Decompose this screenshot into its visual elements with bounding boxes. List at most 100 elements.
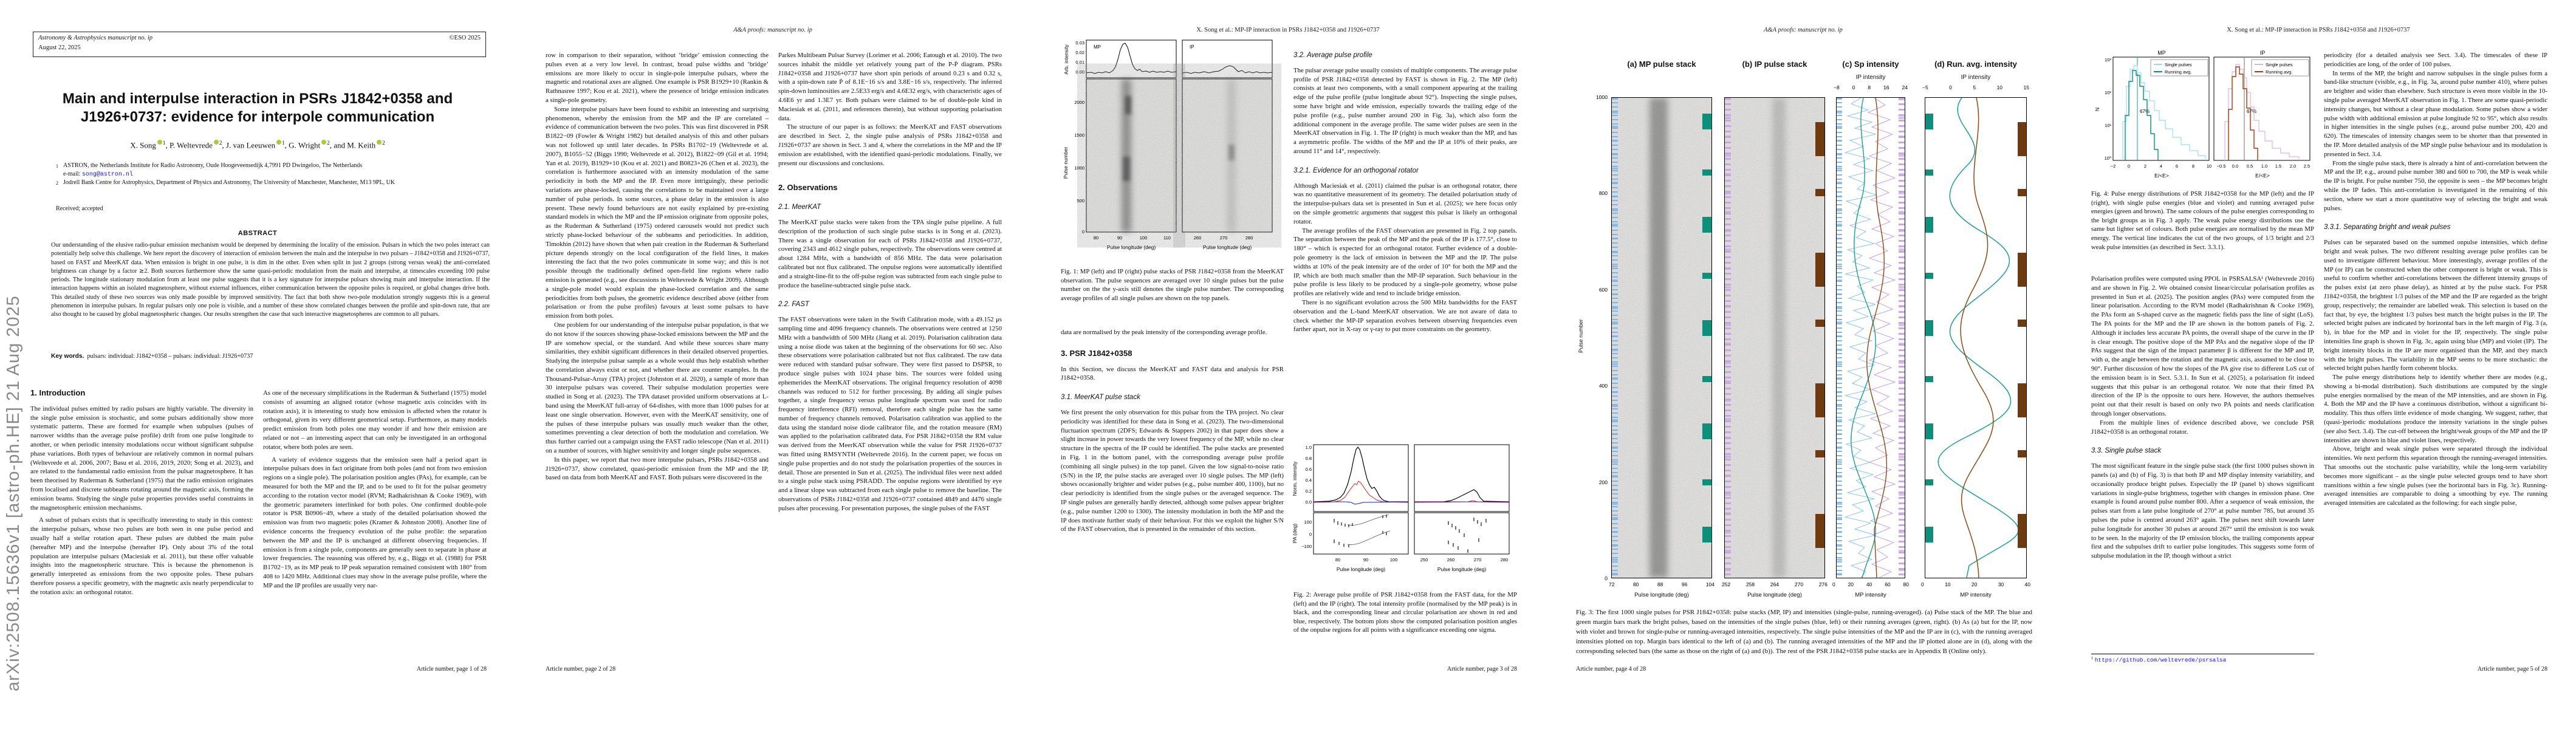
page-2: A&A proofs: manuscript no. ip row in com… [515,0,1030,729]
fig4-xtick: 0.0 [2232,163,2238,169]
fig2-ytick: 0.8 [1306,456,1312,461]
author-affnum: 2 [327,140,330,146]
keywords-label: Key words. [51,353,84,360]
fig1-ip-profile-curve [1182,65,1273,74]
paragraph: As one of the necessary simplifications … [263,389,487,451]
fig3-d-xlabel: MP intensity [1960,592,1992,598]
received-accepted: Received; accepted [56,205,103,212]
section-2-2-heading: 2.2. FAST [778,301,809,309]
manuscript-header-box: Astronomy & Astrophysics manuscript no. … [33,32,486,57]
fig3-b-violet-margin-bars [1725,98,1731,578]
fig4-legend-runavg: Running avg. [2266,69,2292,75]
fig2-ylabel-top: Norm. intensity [1292,461,1298,496]
footnote-link[interactable]: https://github.com/weltevrede/psrsalsa [2094,657,2227,664]
orcid-icon[interactable] [321,140,327,145]
fig4-mp-pct: 67% [2140,109,2150,114]
fig3-c-blue-margin-bars [1837,98,1842,578]
section-3-2-heading: 3.2. Average pulse profile [1293,52,1372,59]
aff-number: 1 [56,163,58,169]
fig3-d-top-ticks: −5 0 5 10 15 [1922,84,2029,91]
fig2-mp-pa-curve-bottom [1347,530,1391,545]
abstract-heading: ABSTRACT [238,230,278,237]
paragraph: Although Maciesiak et al. (2011) claimed… [1293,182,1517,225]
fig4-mp-runavg-hist [2125,70,2159,160]
paper-title: Main and interpulse interaction in PSRs … [62,91,453,125]
fig3-title-c: (c) Sp intensity [1842,60,1899,69]
orcid-icon[interactable] [276,140,282,145]
fig2-ip-total-intensity [1414,489,1510,502]
paragraph: In terms of the MP, the bright and narro… [2324,69,2547,158]
copyright: ©ESO 2025 [449,35,481,41]
page1-column-2: As one of the necessary simplifications … [263,389,487,663]
fig3-b-brown-margin-bars [1815,98,1824,578]
fig1-mp-label: MP [1094,44,1101,50]
fig4-xtick: 2.5 [2304,163,2310,169]
author-sep: , [165,140,170,150]
fig3-d-brown-margin-bars [2018,98,2026,578]
fig4-xlabel-mp: E/<E> [2154,173,2169,179]
fig4-ip-pct: 67% [2247,109,2256,114]
paragraph: The MeerKAT pulse stacks were taken from… [778,218,1002,289]
author-affnum: 2 [219,140,222,146]
paragraph: From the multiple lines of evidence desc… [2091,419,2314,436]
fig2-ytick: 0.2 [1306,488,1312,494]
paragraph: One problem for our understanding of the… [546,321,769,455]
paragraph: The pulse energy distributions help to i… [2324,374,2547,444]
fig3-d-teal-margin-bars [1925,98,1933,578]
fig2-xtick: 80 [1335,557,1340,563]
email-link[interactable]: song@astron.nl [81,171,133,178]
paragraph: A subset of pulsars exists that is speci… [30,516,253,596]
running-header: X. Song et al.: MP-IP interaction in PSR… [2227,27,2410,33]
author-name: J. van Leeuwen [225,140,276,150]
affiliation-1: ASTRON, the Netherlands Institute for Ra… [63,162,363,169]
fig1-ytick: 0.01 [1075,60,1084,65]
page-1: arXiv:2508.15636v1 [astro-ph.HE] 21 Aug … [0,0,515,729]
fig3-ytick-column: 1000 800 600 400 200 0 [1596,94,1608,581]
page5-column-1: Polarisation profiles were computed usin… [2091,275,2314,651]
fig4-xtick: 8 [2192,163,2194,169]
section-3-1-heading: 3.1. MeerKAT pulse stack [1061,394,1140,402]
fig3-d-traces [1937,98,2019,578]
fig1-ytick: 0.03 [1075,40,1084,46]
fig1-stack-ytick: 0 [1082,229,1084,234]
figure-4-caption: Fig. 4: Pulse energy distributions of PS… [2091,190,2314,251]
fig2-xtick: 270 [1474,557,1482,563]
fig3-c-mp-sp-trace [1844,98,1877,578]
fig4-ytick: 10¹ [2105,123,2111,128]
fig4-xtick: 0 [2128,163,2130,169]
orcid-icon[interactable] [213,140,219,145]
affiliations: 1 ASTRON, the Netherlands Institute for R… [56,162,459,188]
fig2-xtick: 280 [1501,557,1509,563]
fig2-xtick: 260 [1447,557,1455,563]
page3-column-2: 3.2. Average pulse profile The pulsar av… [1293,51,1517,440]
figure-1-caption: Fig. 1: MP (left) and IP (right) pulse s… [1061,268,1284,302]
author-name: G. Wright [289,140,321,150]
running-header: A&A proofs: manuscript no. ip [1764,27,1843,33]
section-2-1-heading: 2.1. MeerKAT [778,204,821,211]
fig4-xtick: 0.5 [2247,163,2253,169]
fig1-xlabel-mp: Pulse longitude (deg) [1107,244,1156,250]
fig1-stack-ytick: 1500 [1074,132,1084,138]
fig2-ytick: 0.6 [1306,467,1312,472]
orcid-icon[interactable] [157,140,162,145]
figure-2-average-profile: Norm. intensity PA (deg) 1.0 0.8 0.6 0.4… [1292,444,1510,572]
fig2-mp-pa-points [1334,515,1387,547]
fig2-ytick: 0.0 [1306,499,1312,505]
fig4-ytick: 10² [2105,90,2111,95]
fig4-ip-legend: Single pulses Running avg. [2251,59,2309,77]
fig1-xtick: 270 [1220,235,1228,241]
orcid-icon[interactable] [377,140,382,145]
page3-column-1: data are normalised by the peak intensit… [1061,328,1284,663]
author-sep: , [284,140,289,150]
fig1-xtick: 80 [1094,235,1098,241]
page2-column-1: row in comparison to their separation, w… [546,51,769,663]
fig4-legend-single: Single pulses [2165,62,2192,67]
section-3-3-heading: 3.3. Single pulse stack [2091,447,2162,455]
fig3-c-ip-sp-trace [1867,98,1896,578]
fig2-pa-tick: 100 [1304,519,1312,525]
fig2-ytick: 0.4 [1306,477,1312,483]
fig1-ylabel-top: Arb. intensity [1063,44,1069,75]
fig4-ytick: 10⁰ [2105,156,2111,161]
page1-column-1: 1. Introduction The individual pulses em… [30,389,253,663]
